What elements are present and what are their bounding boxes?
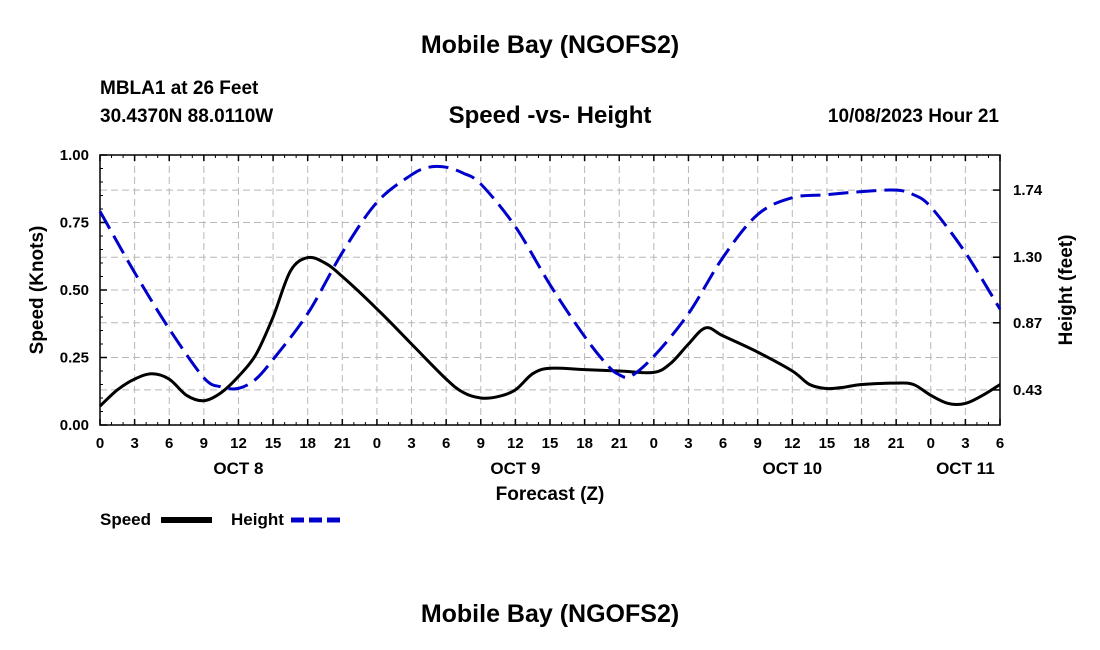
x-tick-label: 12 (507, 435, 524, 452)
x-tick-label: 18 (299, 435, 316, 452)
x-tick-label: 3 (407, 435, 415, 452)
chart-legend: Speed Height (100, 510, 342, 529)
y2-tick-label: 1.74 (1013, 182, 1043, 199)
chart-main-title: Mobile Bay (NGOFS2) (420, 31, 680, 59)
series-line-height (98, 164, 1002, 391)
x-tick-label: 15 (542, 435, 559, 452)
x-tick-label: 9 (754, 435, 762, 452)
x-tick-label: 18 (576, 435, 593, 452)
speed-axis-title: Speed (Knots) (27, 226, 48, 355)
x-tick-label: 6 (996, 435, 1004, 452)
x-date-label: OCT 11 (936, 459, 995, 478)
x-tick-label: 18 (853, 435, 870, 452)
x-date-label: OCT 8 (213, 459, 263, 478)
x-tick-label: 21 (888, 435, 905, 452)
x-tick-label: 9 (477, 435, 485, 452)
speed-axis: 0.00 0.25 0.50 0.75 1.00 (60, 147, 107, 434)
legend-speed-label: Speed (100, 510, 151, 529)
height-axis: 0.43 0.87 1.30 1.74 (993, 182, 1043, 399)
x-date-label: OCT 9 (490, 459, 540, 478)
x-tick-label: 9 (200, 435, 208, 452)
station-coordinates: 30.4370N 88.0110W (100, 106, 274, 127)
x-date-label: OCT 10 (763, 459, 823, 478)
x-tick-label: 12 (230, 435, 247, 452)
x-tick-label: 21 (611, 435, 628, 452)
x-tick-label: 21 (334, 435, 351, 452)
forecast-datetime: 10/08/2023 Hour 21 (827, 106, 999, 127)
y-tick-label: 0.50 (60, 282, 89, 299)
x-axis-title: Forecast (Z) (496, 484, 605, 505)
chart-bottom-title: Mobile Bay (NGOFS2) (420, 600, 680, 628)
x-tick-label: 15 (265, 435, 282, 452)
y-tick-label: 0.75 (60, 215, 89, 232)
y-tick-label: 0.00 (60, 417, 89, 434)
legend-height-label: Height (231, 510, 284, 529)
x-tick-label: 6 (442, 435, 450, 452)
y2-tick-label: 1.30 (1013, 249, 1042, 266)
chart-grid (100, 155, 1000, 425)
chart-series (98, 164, 1002, 408)
x-tick-label: 0 (650, 435, 658, 452)
x-tick-label: 3 (961, 435, 969, 452)
x-tick-label: 0 (373, 435, 381, 452)
x-axis: 0 3 6 9 12 15 18 21 0 3 6 9 12 15 18 21 0 3 6 9 12 15 18 21 0 3 6O… (96, 155, 1004, 478)
station-label: MBLA1 at 26 Feet (100, 78, 259, 99)
x-tick-label: 0 (96, 435, 104, 452)
y-tick-label: 1.00 (60, 147, 89, 164)
chart-subtitle: Speed -vs- Height (448, 102, 652, 129)
x-tick-label: 6 (165, 435, 173, 452)
series-line-speed (98, 255, 1001, 408)
x-tick-label: 0 (927, 435, 935, 452)
x-tick-label: 6 (719, 435, 727, 452)
y-tick-label: 0.25 (60, 350, 89, 367)
x-tick-label: 3 (130, 435, 138, 452)
height-axis-title: Height (feet) (1056, 235, 1077, 346)
y2-tick-label: 0.87 (1013, 315, 1042, 332)
x-tick-label: 12 (784, 435, 801, 452)
y2-tick-label: 0.43 (1013, 382, 1042, 399)
x-tick-label: 15 (819, 435, 836, 452)
x-tick-label: 3 (684, 435, 692, 452)
